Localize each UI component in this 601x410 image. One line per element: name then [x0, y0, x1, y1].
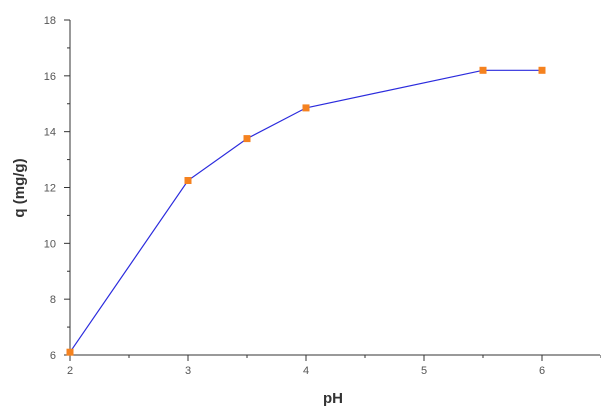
x-tick-label: 6	[539, 365, 545, 377]
y-ticks: 6 8 10 12 14 16 18	[44, 15, 70, 362]
series-layer	[66, 66, 546, 356]
data-point-marker	[479, 66, 487, 74]
x-axis-label: pH	[323, 390, 343, 407]
x-tick-label: 4	[303, 365, 309, 377]
y-tick-label: 12	[44, 183, 56, 195]
x-ticks: 2 3 4 5 6	[67, 355, 601, 377]
x-tick-label: 2	[67, 365, 73, 377]
data-point-marker	[184, 177, 192, 184]
x-tick-label: 5	[421, 365, 427, 377]
series-line	[69, 69, 542, 353]
data-point-marker	[538, 66, 546, 74]
y-tick-label: 6	[50, 350, 56, 362]
data-point-marker	[302, 104, 310, 112]
data-point-marker	[243, 135, 251, 143]
x-tick-label: 3	[185, 365, 191, 377]
y-tick-label: 14	[44, 127, 56, 139]
y-tick-label: 8	[50, 294, 56, 306]
y-tick-label: 10	[44, 238, 56, 250]
data-point-marker	[66, 348, 74, 356]
y-tick-label: 18	[44, 15, 56, 27]
y-tick-label: 16	[44, 71, 56, 83]
y-axis-label: q (mg/g)	[11, 158, 28, 217]
plot-area: 2 3 4 5 6 6 8 10 12 14 16 18	[44, 15, 601, 377]
